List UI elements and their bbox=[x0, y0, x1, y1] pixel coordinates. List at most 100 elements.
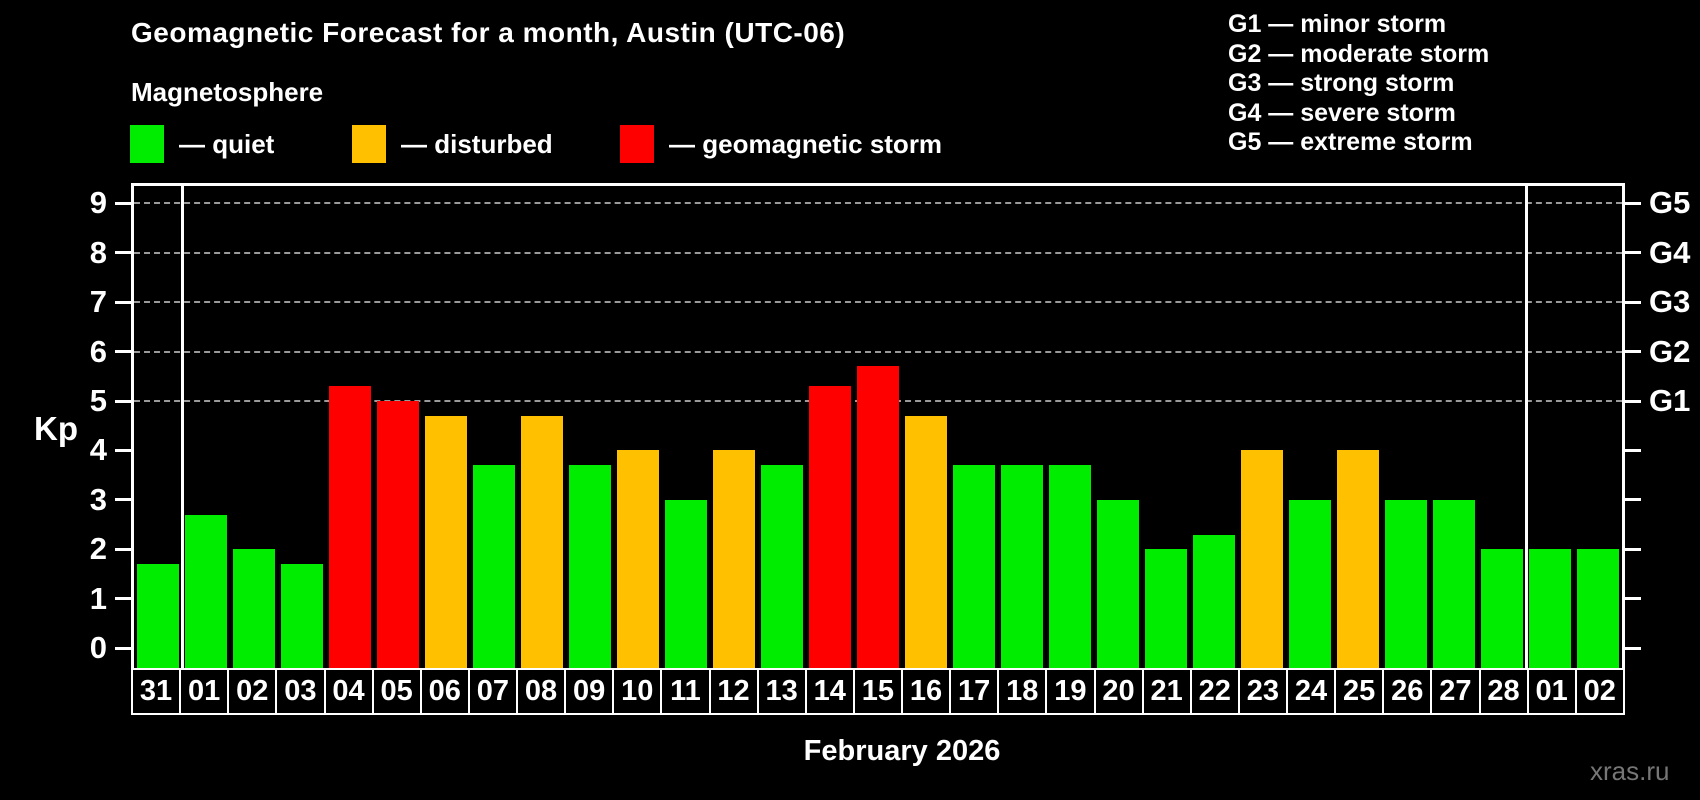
day-label-06: 06 bbox=[422, 670, 470, 713]
y-tick-label-1: 1 bbox=[89, 580, 107, 616]
day-label-10: 10 bbox=[614, 670, 663, 713]
legend-item-disturbed: — disturbed bbox=[352, 124, 553, 164]
y-tick-label-4: 4 bbox=[89, 432, 107, 468]
y-tick-label-2: 2 bbox=[89, 531, 107, 567]
y-axis-title: Kp bbox=[34, 410, 78, 447]
day-label-04: 04 bbox=[326, 670, 374, 713]
storm-color-swatch-icon bbox=[620, 125, 654, 163]
day-label-24: 24 bbox=[1288, 670, 1337, 713]
y-tick-label-6: 6 bbox=[89, 333, 107, 369]
kp-bar-day-01 bbox=[1529, 549, 1571, 668]
day-label-09: 09 bbox=[566, 670, 615, 713]
g-scale-legend: G1 — minor storm G2 — moderate storm G3 … bbox=[1228, 10, 1489, 158]
y-tick-left-1 bbox=[115, 597, 131, 601]
day-label-02: 02 bbox=[229, 670, 278, 713]
y-tick-left-0 bbox=[115, 646, 131, 650]
y-tick-right-6 bbox=[1625, 350, 1641, 354]
chart-title: Geomagnetic Forecast for a month, Austin… bbox=[131, 17, 846, 48]
kp-bar-day-14 bbox=[809, 386, 851, 668]
day-label-15: 15 bbox=[855, 670, 903, 713]
day-label-12: 12 bbox=[711, 670, 759, 713]
y-tick-left-4 bbox=[115, 448, 131, 452]
day-label-23: 23 bbox=[1240, 670, 1288, 713]
kp-bar-day-10 bbox=[617, 450, 659, 668]
day-label-26: 26 bbox=[1384, 670, 1433, 713]
day-label-21: 21 bbox=[1144, 670, 1192, 713]
g-scale-label-g2: G2 bbox=[1649, 333, 1691, 369]
y-tick-right-4 bbox=[1625, 448, 1641, 452]
g-scale-label-g5: G5 bbox=[1649, 185, 1691, 221]
y-tick-right-0 bbox=[1625, 646, 1641, 650]
kp-bar-day-08 bbox=[521, 415, 563, 668]
kp-bar-day-17 bbox=[953, 465, 995, 668]
day-label-13: 13 bbox=[759, 670, 807, 713]
day-label-02: 02 bbox=[1583, 675, 1616, 707]
day-label-17: 17 bbox=[951, 670, 1000, 713]
y-tick-left-7 bbox=[115, 300, 131, 304]
day-label-22: 22 bbox=[1192, 670, 1240, 713]
y-tick-left-5 bbox=[115, 399, 131, 403]
kp-bar-day-13 bbox=[761, 465, 803, 668]
y-tick-left-9 bbox=[115, 201, 131, 205]
y-tick-right-3 bbox=[1625, 498, 1641, 502]
gridline-kp-7 bbox=[134, 301, 1622, 304]
g-scale-legend-line-g2: G2 — moderate storm bbox=[1228, 39, 1490, 68]
day-label-05: 05 bbox=[374, 670, 422, 713]
kp-bar-day-23 bbox=[1241, 450, 1283, 668]
y-tick-right-1 bbox=[1625, 597, 1641, 601]
kp-bar-day-15 bbox=[857, 366, 899, 668]
y-tick-right-8 bbox=[1625, 251, 1641, 255]
g-scale-legend-line-g3: G3 — strong storm bbox=[1228, 69, 1455, 98]
kp-bar-day-19 bbox=[1049, 465, 1091, 668]
kp-bar-day-20 bbox=[1097, 499, 1139, 668]
plot-area bbox=[131, 183, 1625, 668]
legend-item-storm: — geomagnetic storm bbox=[620, 124, 942, 164]
day-label-25: 25 bbox=[1336, 670, 1385, 713]
day-label-20: 20 bbox=[1096, 670, 1144, 713]
y-tick-left-2 bbox=[115, 547, 131, 551]
kp-bar-day-06 bbox=[425, 415, 467, 668]
kp-bar-day-24 bbox=[1289, 499, 1331, 668]
y-tick-right-7 bbox=[1625, 300, 1641, 304]
y-tick-label-7: 7 bbox=[89, 284, 107, 320]
kp-bar-day-11 bbox=[665, 499, 707, 668]
day-label-07: 07 bbox=[470, 670, 518, 713]
kp-bar-day-16 bbox=[905, 415, 947, 668]
g-scale-legend-line-g1: G1 — minor storm bbox=[1228, 10, 1447, 38]
kp-bar-day-07 bbox=[473, 465, 515, 668]
kp-bar-day-02 bbox=[1577, 549, 1619, 668]
g-scale-label-g3: G3 bbox=[1649, 284, 1691, 320]
y-tick-right-9 bbox=[1625, 201, 1641, 205]
quiet-color-swatch-icon bbox=[130, 125, 164, 163]
gridline-kp-9 bbox=[134, 202, 1622, 205]
day-label-19: 19 bbox=[1047, 670, 1096, 713]
month-separator bbox=[180, 186, 184, 668]
x-axis-day-labels: 31 01 02 03 04 05 06 07 08 09 10 11 12 13 14 15 16 17 18 19… bbox=[131, 668, 1625, 715]
day-label-01: 01 bbox=[1529, 670, 1577, 713]
kp-bar-day-04 bbox=[329, 386, 371, 668]
kp-bar-day-22 bbox=[1193, 534, 1235, 668]
kp-bar-day-25 bbox=[1337, 450, 1379, 668]
gridline-kp-8 bbox=[134, 251, 1622, 254]
kp-bar-day-26 bbox=[1385, 499, 1427, 668]
watermark: xras.ru bbox=[1590, 756, 1670, 786]
kp-bar-day-12 bbox=[713, 450, 755, 668]
g-scale-legend-line-g5: G5 — extreme storm bbox=[1228, 128, 1473, 157]
legend-label-disturbed: — disturbed bbox=[401, 128, 553, 159]
chart-subtitle: Magnetosphere bbox=[131, 77, 324, 107]
month-separator bbox=[1524, 186, 1528, 668]
day-label-11: 11 bbox=[662, 670, 711, 713]
kp-bar-day-09 bbox=[569, 465, 611, 668]
day-label-16: 16 bbox=[903, 670, 952, 713]
y-tick-right-5 bbox=[1625, 399, 1641, 403]
day-label-31: 31 bbox=[133, 670, 182, 713]
legend-item-quiet: — quiet bbox=[130, 124, 274, 164]
y-tick-label-3: 3 bbox=[89, 481, 107, 517]
kp-bar-day-05 bbox=[377, 401, 419, 668]
kp-bar-day-03 bbox=[281, 564, 323, 668]
kp-bar-day-02 bbox=[233, 549, 275, 668]
day-label-01: 01 bbox=[181, 670, 230, 713]
legend-label-quiet: — quiet bbox=[179, 128, 275, 159]
kp-bar-day-31 bbox=[137, 564, 179, 668]
